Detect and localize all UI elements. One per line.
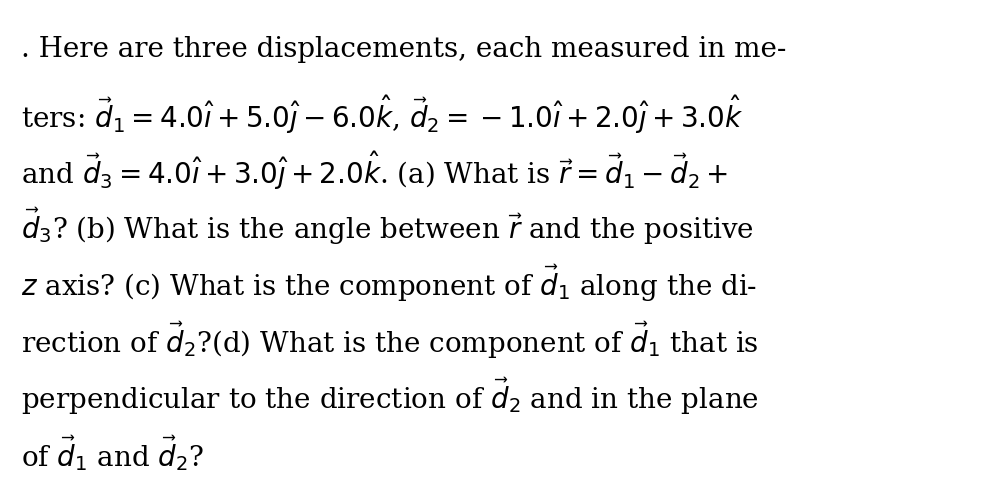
Text: perpendicular to the direction of $\vec{d}_2$ and in the plane: perpendicular to the direction of $\vec{… — [21, 376, 758, 417]
Text: and $\vec{d}_3 = 4.0\hat{\imath} + 3.0\hat{\jmath} + 2.0\hat{k}$. (a) What is $\: and $\vec{d}_3 = 4.0\hat{\imath} + 3.0\h… — [21, 149, 728, 192]
Text: of $\vec{d}_1$ and $\vec{d}_2$?: of $\vec{d}_1$ and $\vec{d}_2$? — [21, 433, 205, 473]
Text: . Here are three displacements, each measured in me-: . Here are three displacements, each mea… — [21, 36, 786, 63]
Text: rection of $\vec{d}_2$?(d) What is the component of $\vec{d}_1$ that is: rection of $\vec{d}_2$?(d) What is the c… — [21, 319, 758, 361]
Text: $z$ axis? (c) What is the component of $\vec{d}_1$ along the di-: $z$ axis? (c) What is the component of $… — [21, 263, 757, 304]
Text: ters: $\vec{d}_1 = 4.0\hat{\imath} + 5.0\hat{\jmath} - 6.0\hat{k}$, $\vec{d}_2 =: ters: $\vec{d}_1 = 4.0\hat{\imath} + 5.0… — [21, 93, 744, 135]
Text: $\vec{d}_3$? (b) What is the angle between $\vec{r}$ and the positive: $\vec{d}_3$? (b) What is the angle betwe… — [21, 206, 753, 247]
